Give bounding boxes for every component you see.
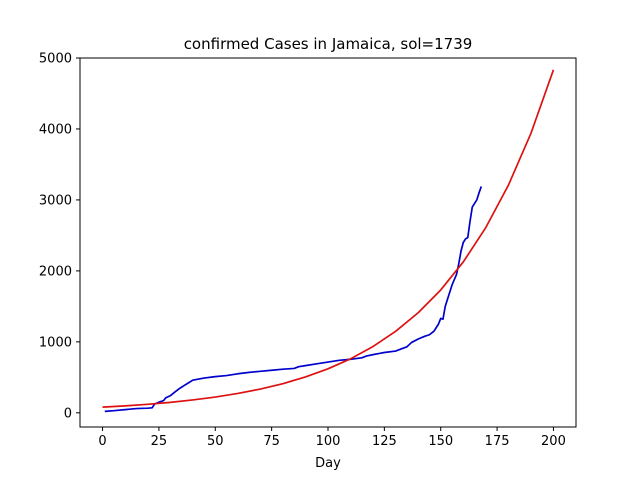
series-line-1 [104,186,483,413]
x-tick-label: 50 [207,434,224,449]
x-axis-label: Day [315,456,341,471]
y-tick-label: 5000 [39,52,72,67]
series-layer [102,69,555,413]
y-tick-label: 0 [64,406,72,421]
y-tick-label: 4000 [39,122,72,137]
x-tick-label: 100 [316,434,341,449]
x-tick-label: 125 [372,434,397,449]
chart-title: confirmed Cases in Jamaica, sol=1739 [184,35,473,53]
x-tick-label: 25 [151,434,168,449]
x-tick-label: 200 [541,434,566,449]
y-tick-label: 1000 [39,335,72,350]
y-tick-label: 2000 [39,264,72,279]
x-tick-label: 0 [98,434,106,449]
x-axis: 0 25 50 75 100 125 150 175 200 [98,427,566,449]
y-tick-label: 3000 [39,193,72,208]
x-tick-label: 150 [428,434,453,449]
x-tick-label: 175 [485,434,510,449]
series-line-2 [102,69,555,408]
y-axis: 0 1000 2000 3000 4000 5000 [39,52,80,421]
x-tick-label: 75 [263,434,280,449]
